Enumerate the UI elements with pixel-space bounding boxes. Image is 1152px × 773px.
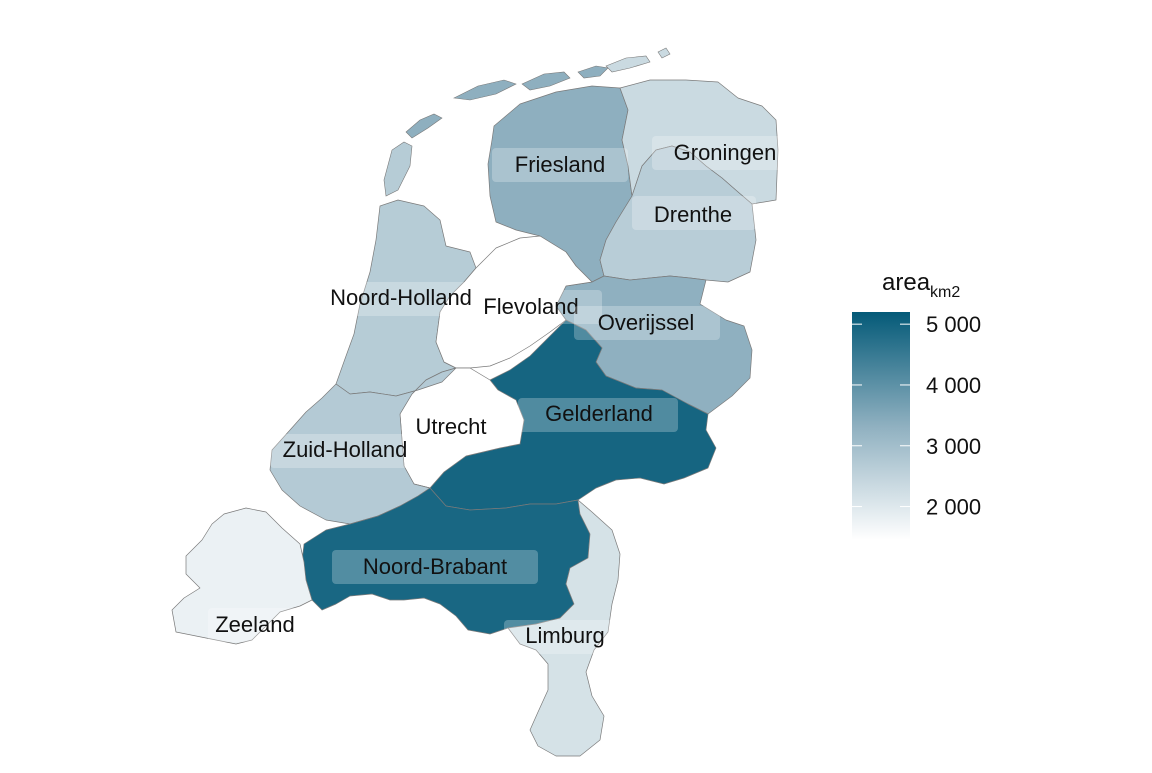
label-text-groningen: Groningen [674, 140, 777, 165]
island-terschelling [452, 79, 517, 101]
label-gelderland: Gelderland [518, 398, 678, 432]
label-box-limburg [504, 620, 616, 654]
label-box-noord-brabant [332, 550, 538, 584]
label-drenthe: Drenthe [632, 196, 756, 230]
island-schiermonnikoog [577, 65, 609, 79]
legend-title-sub: km2 [930, 284, 960, 301]
province-zeeland[interactable] [171, 507, 313, 645]
label-text-utrecht: Utrecht [416, 414, 487, 439]
label-box-noord-holland [326, 282, 478, 316]
label-text-limburg: Limburg [525, 623, 604, 648]
legend-tick-label: 4 000 [926, 373, 981, 398]
label-noord-brabant: Noord-Brabant [332, 550, 538, 584]
legend-tick-label: 3 000 [926, 434, 981, 459]
label-text-noord-holland: Noord-Holland [330, 285, 472, 310]
label-zeeland: Zeeland [208, 608, 302, 642]
label-box-drenthe [632, 196, 756, 230]
label-box-flevoland [478, 290, 602, 324]
label-groningen: Groningen [652, 136, 790, 170]
label-box-friesland [492, 148, 628, 182]
legend-colorbar [852, 312, 910, 540]
legend-ticks: 5 000 4 000 3 000 2 000 [852, 312, 981, 520]
label-text-zuid-holland: Zuid-Holland [283, 437, 408, 462]
label-friesland: Friesland [492, 148, 628, 182]
province-flevoland[interactable] [435, 235, 593, 369]
province-labels: Friesland Groningen Drenthe Noord-Hollan… [208, 136, 790, 654]
legend-title-main: area [882, 269, 931, 296]
label-text-gelderland: Gelderland [545, 401, 653, 426]
label-text-friesland: Friesland [515, 152, 605, 177]
label-zuid-holland: Zuid-Holland [270, 434, 418, 468]
label-box-overijssel [574, 306, 720, 340]
label-text-overijssel: Overijssel [598, 310, 695, 335]
island-texel [383, 141, 413, 197]
label-text-drenthe: Drenthe [654, 202, 732, 227]
legend-tick-label: 5 000 [926, 312, 981, 337]
island-ameland [521, 71, 571, 91]
label-flevoland: Flevoland [478, 290, 602, 324]
province-zuid-holland[interactable] [269, 367, 457, 525]
provinces [171, 79, 779, 757]
legend-title: areakm2 [882, 269, 960, 301]
island-rottumeroog [605, 55, 651, 73]
legend: areakm2 5 000 4 000 3 000 2 000 [852, 269, 981, 540]
legend-tick-label: 2 000 [926, 495, 981, 520]
label-text-noord-brabant: Noord-Brabant [363, 554, 507, 579]
wadden-islands [383, 47, 671, 197]
province-drenthe[interactable] [599, 145, 757, 283]
label-text-zeeland: Zeeland [215, 612, 295, 637]
label-limburg: Limburg [504, 620, 616, 654]
island-vlieland [405, 113, 443, 139]
label-overijssel: Overijssel [574, 306, 720, 340]
label-box-groningen [652, 136, 790, 170]
label-noord-holland: Noord-Holland [326, 282, 478, 316]
label-box-zeeland [208, 608, 302, 642]
label-text-flevoland: Flevoland [483, 294, 578, 319]
island-small [657, 47, 671, 59]
label-box-zuid-holland [270, 434, 418, 468]
label-utrecht: Utrecht [404, 410, 498, 444]
province-limburg[interactable] [507, 499, 621, 757]
label-box-utrecht [404, 410, 498, 444]
label-box-gelderland [518, 398, 678, 432]
